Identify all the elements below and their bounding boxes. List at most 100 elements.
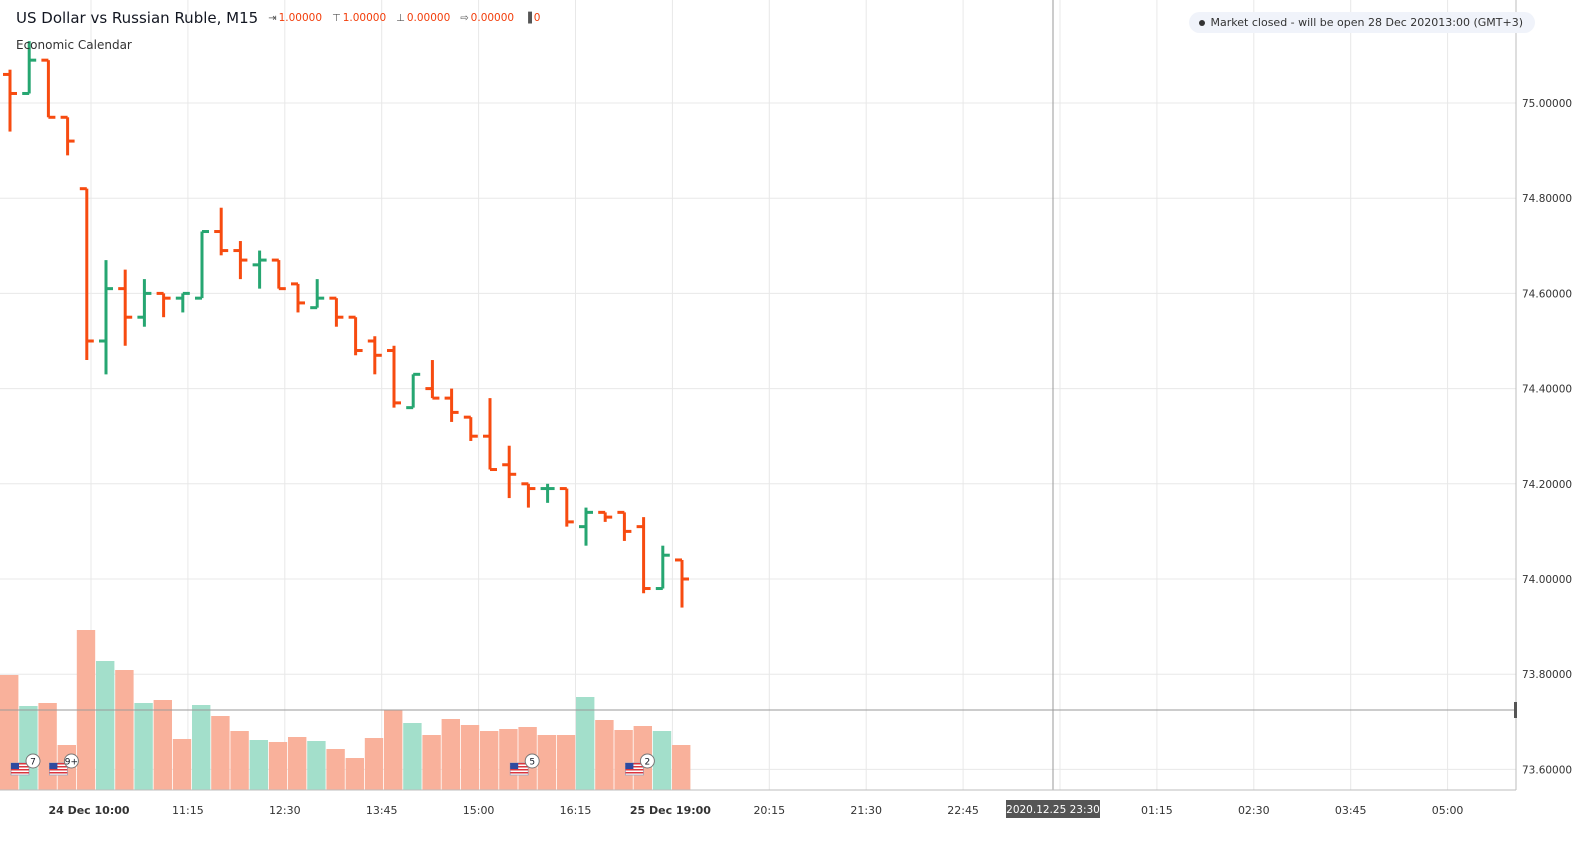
ohlc-volume-value: 0 (533, 12, 541, 24)
x-tick-label: 12:30 (269, 804, 301, 817)
x-tick-label: 21:30 (850, 804, 882, 817)
vertical-grid (90, 0, 1449, 790)
status-dot-icon (1198, 19, 1205, 26)
volume-bar (595, 720, 614, 790)
ohlc-bar (3, 69, 17, 132)
volume-bar (326, 749, 345, 790)
ohlc-open: ⇥ 1.00000 (268, 12, 322, 24)
ohlc-bar (502, 445, 517, 499)
volume-bar (537, 735, 556, 790)
volume-bar (422, 735, 441, 790)
volume-bar (134, 703, 153, 790)
market-status-badge: Market closed - will be open 28 Dec 2020… (1188, 12, 1535, 33)
ohlc-bar (329, 296, 344, 327)
volume-bar (288, 737, 307, 790)
volume-bar (38, 703, 57, 790)
ohlc-high: ⊤ 1.00000 (332, 12, 386, 24)
x-tick-label: 24 Dec 10:00 (48, 804, 129, 817)
volume-bar (115, 670, 134, 790)
x-tick-label: 20:15 (753, 804, 785, 817)
x-tick-label: 03:45 (1335, 804, 1367, 817)
close-icon: ⇨ (460, 12, 469, 24)
crosshair-label-bg (1006, 800, 1100, 818)
high-icon: ⊤ (332, 12, 341, 24)
chart-title: US Dollar vs Russian Ruble, M15 (16, 9, 259, 27)
event-count-bubble (639, 753, 655, 769)
ohlc-bar (617, 510, 632, 541)
y-tick-label: 73.60000 (1522, 764, 1572, 776)
volume-bar (307, 741, 326, 790)
x-tick-label: 15:00 (463, 804, 495, 817)
volume-bar (268, 742, 288, 790)
ohlc-bar (559, 487, 574, 527)
crosshair-x-label: 2020.12.25 23:30 (1006, 800, 1100, 818)
volume-bar (192, 705, 211, 790)
x-tick-label: 25 Dec 19:00 (630, 804, 711, 817)
volume-bar (652, 731, 672, 790)
ohlc-volume: ▐ 0 (524, 12, 540, 24)
ohlc-bar (214, 207, 229, 256)
ohlc-bar (406, 372, 421, 410)
ohlc-bar (79, 187, 94, 361)
volume-bar (499, 729, 518, 790)
ohlc-bar (233, 241, 248, 280)
ohlc-open-value: 1.00000 (278, 12, 322, 24)
ohlc-bar (387, 345, 401, 408)
ohlc-bar (252, 250, 267, 289)
ohlc-bar (483, 398, 497, 472)
event-marker[interactable]: 7 (10, 753, 41, 776)
open-icon: ⇥ (268, 12, 277, 24)
volume-bar (345, 758, 364, 790)
x-tick-labels: 24 Dec 10:00 11:15 12:30 13:45 15:00 16:15 25 … (48, 804, 1463, 817)
ohlc-low: ⊥ 0.00000 (396, 12, 450, 24)
ohlc-bar (195, 230, 209, 300)
volume-bar (576, 697, 595, 790)
ohlc-bar (636, 517, 651, 594)
ohlc-series (3, 41, 689, 608)
volume-bar (384, 710, 403, 790)
ohlc-bar (60, 115, 75, 156)
x-tick-label: 13:45 (366, 804, 398, 817)
ohlc-bar (348, 315, 363, 356)
y-tick-label: 74.80000 (1522, 193, 1572, 205)
ohlc-bar (540, 483, 555, 503)
event-count-label: 9+ (65, 758, 78, 768)
volume-bar (480, 731, 499, 790)
event-count-label: 5 (529, 758, 535, 768)
volume-bar (460, 725, 480, 790)
low-icon: ⊥ (396, 12, 405, 24)
volume-bar (230, 731, 249, 790)
event-count-label: 2 (645, 758, 651, 768)
ohlc-bar (463, 415, 478, 441)
x-tick-label: 05:00 (1432, 804, 1464, 817)
ohlc-bar (655, 545, 670, 591)
ohlc-bar (367, 336, 382, 375)
us-flag-icon (49, 762, 68, 776)
event-marker[interactable]: 5 (509, 753, 540, 776)
event-marker[interactable]: 9+ (49, 753, 79, 776)
volume-bar (403, 723, 422, 790)
ohlc-bar (41, 58, 56, 119)
y-tick-label: 73.80000 (1522, 669, 1572, 681)
y-tick-label: 74.00000 (1522, 574, 1572, 586)
x-tick-label: 02:30 (1238, 804, 1270, 817)
chart-header: US Dollar vs Russian Ruble, M15 ⇥ 1.0000… (16, 9, 540, 27)
y-tick-label: 74.60000 (1522, 288, 1572, 300)
economic-calendar-label[interactable]: Economic Calendar (16, 38, 132, 52)
us-flag-icon (625, 762, 644, 776)
ohlc-bar (156, 291, 171, 318)
volume-bar (249, 740, 268, 790)
ohlc-bar (175, 291, 190, 313)
ohlc-bar (137, 279, 152, 327)
x-tick-label: 01:15 (1141, 804, 1173, 817)
y-tick-label: 74.40000 (1522, 384, 1572, 396)
volume-bar (153, 700, 172, 790)
event-marker[interactable]: 2 (625, 753, 655, 776)
ohlc-high-value: 1.00000 (342, 12, 387, 24)
volume-bar (19, 706, 38, 790)
ohlc-bar (425, 360, 440, 400)
volume-bar (172, 739, 192, 790)
ohlc-bar (521, 482, 536, 508)
